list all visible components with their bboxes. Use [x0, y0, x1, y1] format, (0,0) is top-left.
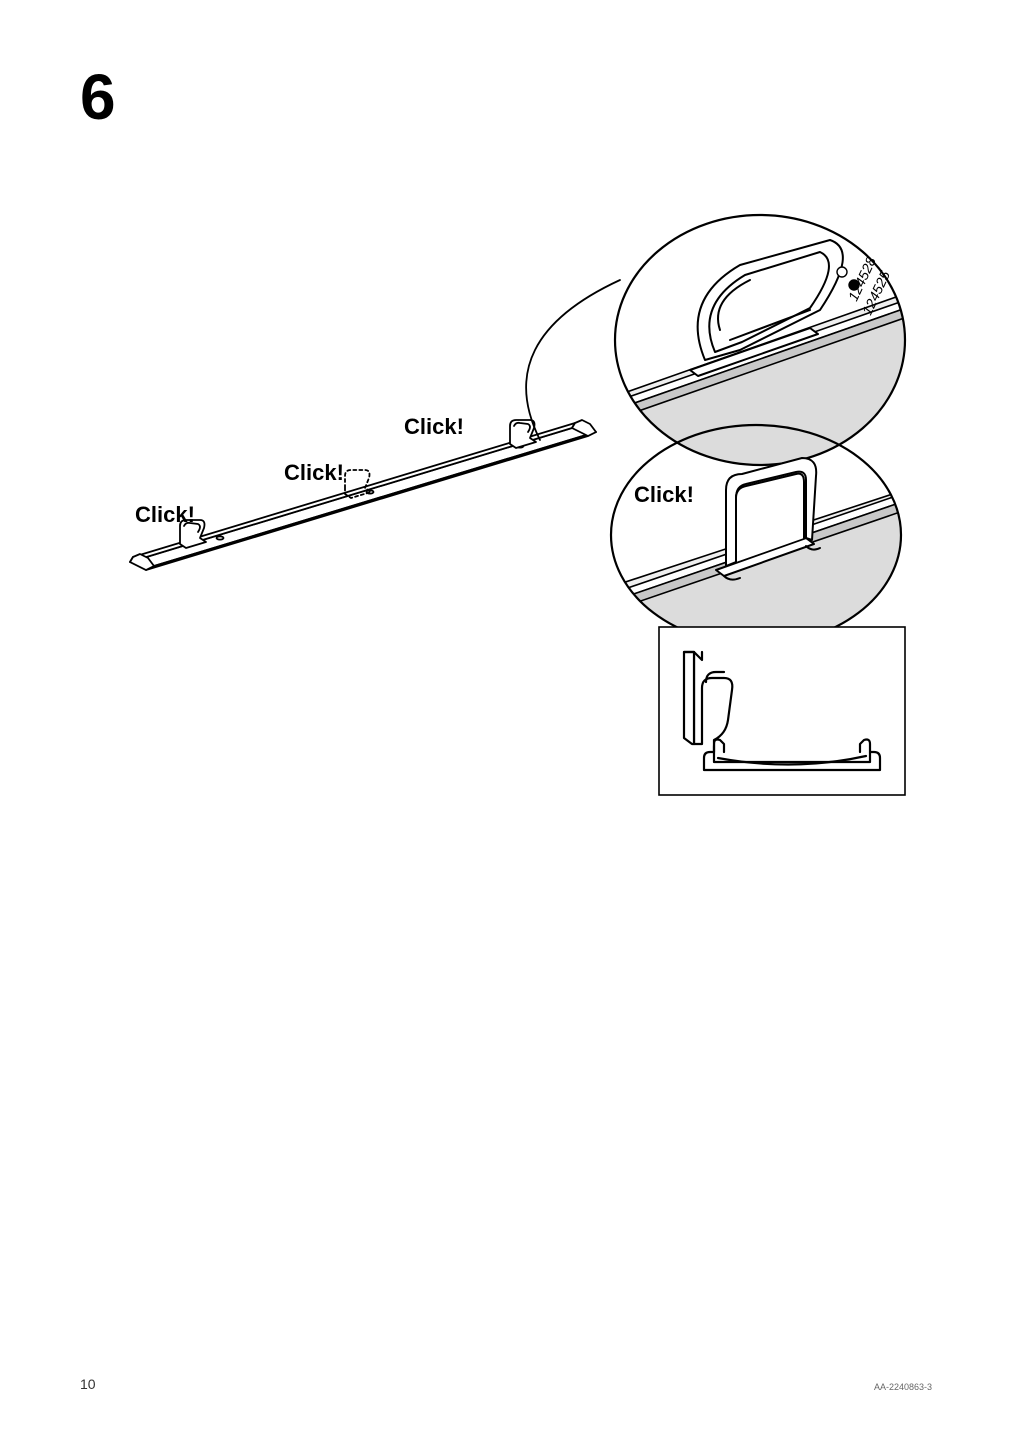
page: 6 — [0, 0, 1012, 1432]
click-label-1: Click! — [135, 502, 195, 528]
click-label-4: Click! — [634, 482, 694, 508]
cross-section-box — [658, 626, 906, 796]
click-label-2: Click! — [284, 460, 344, 486]
document-id: AA-2240863-3 — [874, 1382, 932, 1392]
detail-circle-lower — [606, 420, 906, 650]
click-label-3: Click! — [404, 414, 464, 440]
step-number: 6 — [80, 60, 116, 134]
page-number: 10 — [80, 1376, 96, 1392]
